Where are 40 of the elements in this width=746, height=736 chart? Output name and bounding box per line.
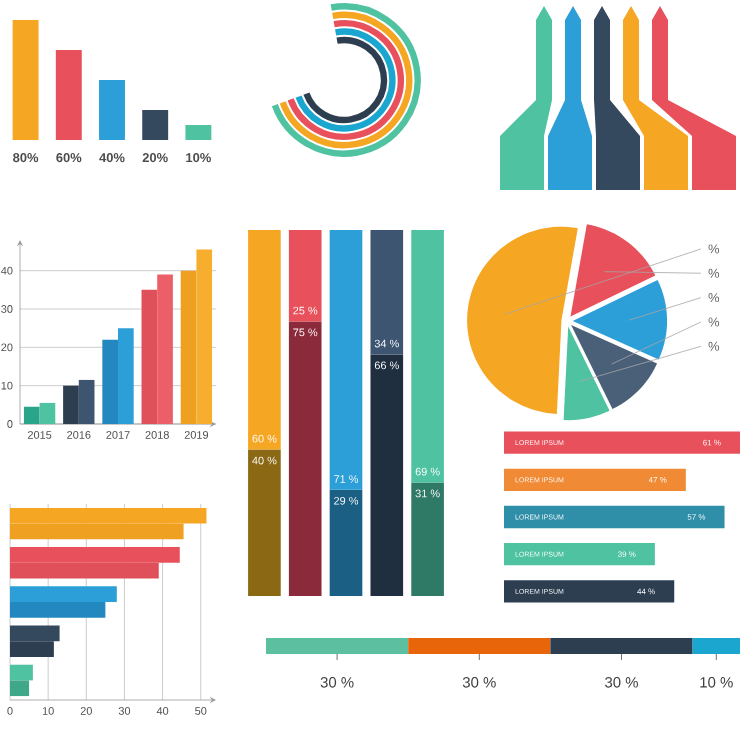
bar xyxy=(504,543,655,566)
bar xyxy=(411,229,444,483)
bar xyxy=(142,109,169,140)
bar xyxy=(329,229,363,490)
bar xyxy=(55,49,82,140)
bar xyxy=(248,449,281,596)
bar xyxy=(185,124,212,140)
bar xyxy=(10,680,30,697)
bar xyxy=(10,602,106,618)
bar xyxy=(78,379,95,424)
bar xyxy=(692,638,741,654)
bar xyxy=(408,638,551,654)
bar xyxy=(411,482,444,596)
bar xyxy=(550,638,693,654)
bar xyxy=(329,489,363,596)
bar xyxy=(370,229,404,355)
bar xyxy=(10,625,60,642)
bar xyxy=(370,354,404,596)
bar xyxy=(118,328,134,424)
bar xyxy=(504,580,675,603)
bar xyxy=(266,638,409,654)
bar xyxy=(157,274,173,424)
bar xyxy=(10,664,33,681)
bar xyxy=(504,468,686,491)
bar xyxy=(288,321,322,596)
bar xyxy=(180,270,197,424)
bar xyxy=(504,505,725,529)
bar xyxy=(23,406,40,424)
bar xyxy=(63,385,79,424)
bar xyxy=(12,19,39,140)
bar xyxy=(196,249,213,424)
bar xyxy=(10,641,54,657)
bar xyxy=(248,229,281,450)
bar xyxy=(504,431,741,454)
bar xyxy=(99,79,125,140)
bar xyxy=(102,339,118,424)
bar xyxy=(10,586,117,602)
bar xyxy=(39,402,56,424)
bar xyxy=(141,289,158,424)
bar xyxy=(288,229,322,322)
